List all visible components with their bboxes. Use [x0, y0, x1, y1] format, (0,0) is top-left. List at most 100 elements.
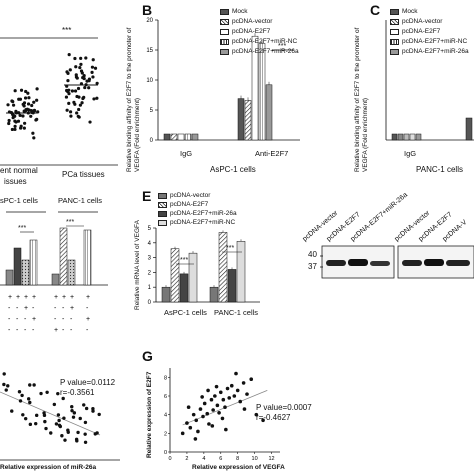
bar — [465, 117, 473, 141]
panel-d-cell-label-2: PANC-1 cells — [58, 196, 103, 205]
scatter-point — [22, 109, 26, 113]
sign-mark: + — [70, 294, 74, 301]
scatter-point — [73, 89, 78, 93]
scatter-point — [22, 104, 26, 108]
legend-label: Mock — [232, 8, 248, 15]
panel-d: sPC-1 cells PANC-1 cells + + + + + + + + - - + - - - +… — [0, 190, 112, 340]
y-tick-label: 6 — [164, 394, 167, 400]
sign-mark: + — [16, 294, 20, 301]
bar — [391, 133, 398, 141]
bar — [403, 133, 410, 141]
legend-swatch — [390, 8, 399, 15]
bar — [265, 84, 273, 141]
panel-b-letter: B — [142, 2, 153, 18]
bar — [209, 286, 219, 303]
legend-swatch — [158, 210, 167, 217]
sign-mark: + — [24, 305, 28, 312]
scatter-point — [52, 402, 57, 407]
panel-e-letter: E — [142, 190, 152, 204]
scatter-point — [97, 412, 101, 417]
sign-mark: - — [86, 327, 89, 334]
scatter-point — [27, 108, 31, 112]
panel-b-xgroup-igg: IgG — [180, 149, 193, 158]
sign-mark: - — [62, 305, 65, 312]
legend-item: pcDNA-E2F7+miR-NC — [390, 38, 467, 45]
scatter-point — [62, 416, 66, 420]
scatter-point — [205, 411, 210, 416]
scatter-point — [13, 89, 17, 93]
sign-mark: - — [24, 327, 27, 334]
scatter-point — [34, 118, 38, 122]
legend-item: Mock — [220, 8, 248, 15]
bar — [161, 286, 171, 303]
panel-c-letter: C — [370, 2, 381, 18]
sign-mark: + — [70, 305, 74, 312]
scatter-point — [32, 100, 36, 104]
scatter-point — [56, 391, 60, 396]
scatter-point — [81, 76, 85, 80]
legend-swatch — [220, 18, 229, 25]
bar — [184, 133, 192, 141]
scatter-point — [229, 383, 234, 388]
scatter-point — [22, 101, 27, 105]
scatter-point — [10, 409, 14, 413]
scatter-point — [26, 91, 30, 95]
legend-item: pcDNA-E2F7+miR-NC — [220, 38, 297, 45]
x-tick-label: 2 — [185, 456, 188, 462]
y-tick-label: 2 — [148, 270, 152, 276]
scatter-point — [215, 403, 220, 408]
scatter-point — [232, 394, 237, 398]
panel-d-significance-1: *** — [18, 225, 27, 232]
sign-mark: - — [16, 305, 19, 312]
bar — [163, 133, 171, 141]
scatter-point — [22, 126, 26, 130]
scatter-point — [65, 88, 69, 93]
scatter-point — [200, 395, 204, 399]
y-tick-label: 5 — [150, 108, 154, 114]
panel-b: B Relative binding affinity of E2F7 to t… — [120, 0, 348, 190]
scatter-point — [85, 79, 89, 83]
scatter-point — [213, 394, 217, 398]
scatter-point — [26, 397, 31, 401]
scatter-point — [180, 431, 185, 436]
scatter-point — [245, 392, 249, 396]
sign-mark: + — [32, 316, 36, 323]
scatter-point — [91, 409, 95, 413]
scatter-point — [84, 56, 88, 60]
scatter-point — [19, 88, 24, 92]
y-tick-label: 8 — [164, 375, 167, 381]
scatter-point — [18, 113, 22, 118]
scatter-point — [35, 87, 39, 91]
panel-g: G Relative expression of E2F7 0 2 4 6 8 10 12 0… — [140, 340, 340, 474]
y-tick-label: 4 — [148, 241, 152, 247]
scatter-point — [82, 403, 86, 407]
panel-b-xtitle: AsPC-1 cells — [210, 165, 256, 174]
sign-mark: - — [24, 316, 27, 323]
bar — [21, 259, 30, 286]
panel-g-xlabel: Relative expression of VEGFA — [192, 464, 285, 471]
scatter-point — [42, 411, 46, 415]
scatter-point — [70, 408, 74, 413]
legend-label: pcDNA-E2F7+miR-26a — [402, 48, 469, 55]
scatter-point — [68, 110, 73, 114]
sign-mark: + — [8, 294, 12, 301]
legend-label: pcDNA-vector — [170, 192, 211, 199]
legend-item: pcDNA-E2F7+miR-26a — [158, 210, 237, 217]
panel-a-significance: *** — [62, 26, 72, 35]
scatter-point — [87, 86, 91, 90]
bar — [177, 133, 185, 141]
x-tick-label: 8 — [236, 456, 239, 462]
blot-marker-40: 40 — [308, 250, 317, 259]
scatter-point — [13, 114, 17, 118]
panel-a-xlabel-normal-2: issues — [4, 177, 27, 186]
panel-a-xlabel-pca: PCa tissues — [62, 170, 105, 179]
scatter-point — [16, 119, 21, 123]
panel-f-r: r=-0.3561 — [60, 388, 95, 397]
panel-c-xgroup-igg: IgG — [404, 149, 417, 158]
scatter-point — [28, 400, 32, 405]
scatter-point — [13, 127, 17, 132]
legend-item: pcDNA-vector — [390, 18, 442, 25]
panel-e-significance-2: *** — [226, 245, 235, 252]
scatter-point — [35, 98, 39, 102]
